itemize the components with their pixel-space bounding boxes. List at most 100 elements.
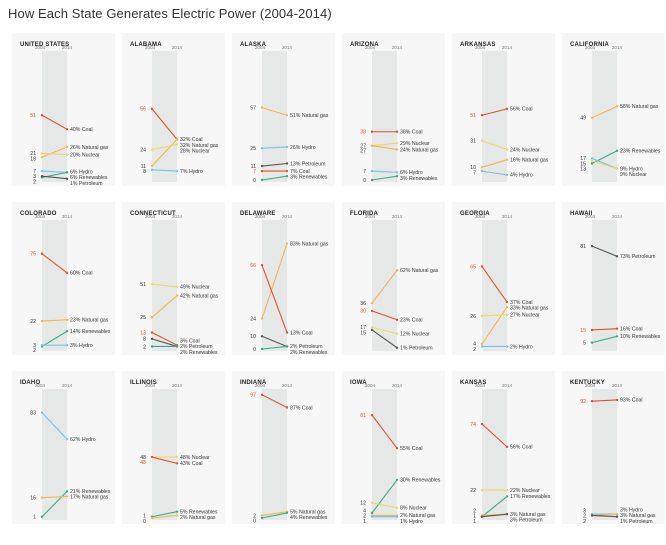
data-label-2004: 7 bbox=[253, 169, 256, 175]
data-point bbox=[285, 114, 289, 117]
data-point bbox=[370, 326, 374, 329]
data-point bbox=[150, 283, 154, 286]
data-point bbox=[65, 177, 69, 180]
series-line-renewables bbox=[261, 512, 288, 519]
data-point bbox=[590, 514, 594, 517]
data-label-2014: 17% Natural gas bbox=[70, 495, 109, 501]
data-point bbox=[615, 167, 619, 170]
period-band bbox=[482, 389, 507, 520]
data-point bbox=[480, 114, 484, 117]
series-line-coal bbox=[151, 331, 178, 346]
series-line-coal bbox=[481, 108, 508, 116]
data-label-2014: 60% Coal bbox=[70, 271, 93, 277]
data-point bbox=[370, 302, 374, 305]
x-tick-label: 2014 bbox=[612, 214, 623, 219]
data-point bbox=[40, 496, 44, 499]
series-line-nuclear bbox=[481, 314, 508, 317]
data-label-2014: 14% Renewables bbox=[70, 329, 111, 335]
period-band bbox=[592, 220, 617, 351]
data-label-2004: 56 bbox=[140, 107, 146, 113]
data-label-2014: 1% Petroleum bbox=[400, 346, 433, 352]
data-point bbox=[590, 244, 594, 248]
data-label-2014: 3% Petroleum bbox=[510, 518, 543, 524]
data-point bbox=[370, 309, 374, 313]
data-point bbox=[40, 411, 44, 414]
data-point bbox=[65, 330, 69, 333]
data-label-2014: 9% Nuclear bbox=[620, 172, 647, 178]
data-label-2014: 5% Renewables bbox=[180, 509, 218, 515]
data-label-2014: 3% Renewables bbox=[400, 176, 438, 182]
data-label-2014: 4% Hydro bbox=[510, 173, 533, 179]
x-tick-label: 2014 bbox=[282, 383, 293, 388]
data-label-2004: 48 bbox=[140, 455, 146, 461]
series-line-natural-gas bbox=[371, 269, 398, 304]
state-name: ALABAMA bbox=[130, 42, 162, 48]
data-label-2014: 83% Natural gas bbox=[290, 241, 329, 247]
x-tick-label: 2014 bbox=[172, 214, 183, 219]
data-point bbox=[150, 164, 154, 168]
period-band bbox=[592, 389, 617, 520]
data-point bbox=[590, 116, 594, 119]
x-tick-label: 2014 bbox=[62, 214, 73, 219]
x-tick-label: 2004 bbox=[35, 214, 46, 219]
data-label-2004: 3 bbox=[33, 174, 36, 180]
data-label-2004: 92 bbox=[580, 399, 586, 405]
series-line-hydro bbox=[41, 412, 68, 440]
data-label-2014: 30% Renewables bbox=[400, 478, 441, 484]
data-point bbox=[480, 314, 484, 318]
series-line-hydro bbox=[261, 146, 288, 149]
data-label-2004: 16 bbox=[30, 495, 36, 501]
state-name: ALASKA bbox=[240, 42, 267, 48]
series-line-renewables bbox=[591, 150, 618, 164]
data-label-2004: 2 bbox=[33, 179, 36, 185]
data-label-2004: 0 bbox=[253, 178, 256, 184]
data-point bbox=[395, 506, 399, 510]
data-label-2004: 11 bbox=[251, 164, 256, 170]
series-line-petroleum bbox=[371, 329, 398, 349]
data-label-2004: 22 bbox=[470, 488, 476, 494]
data-label-2004: 1 bbox=[33, 515, 36, 521]
x-tick-label: 2014 bbox=[612, 383, 623, 388]
data-point bbox=[615, 398, 619, 402]
data-point bbox=[260, 169, 264, 173]
series-line-hydro bbox=[41, 170, 68, 173]
data-point bbox=[150, 337, 154, 341]
data-point bbox=[615, 512, 619, 516]
data-point bbox=[175, 462, 179, 465]
series-line-renewables bbox=[481, 495, 508, 518]
x-tick-label: 2004 bbox=[365, 45, 376, 50]
data-point bbox=[150, 345, 154, 348]
data-point bbox=[505, 305, 509, 309]
data-point bbox=[150, 107, 154, 111]
page-title: How Each State Generates Electric Power … bbox=[8, 6, 332, 21]
data-label-2014: 7% Coal bbox=[290, 169, 310, 175]
data-label-2004: 30 bbox=[360, 309, 366, 315]
data-point bbox=[480, 265, 484, 268]
data-point bbox=[40, 343, 44, 347]
data-point bbox=[260, 147, 264, 150]
data-label-2004: 81 bbox=[360, 413, 366, 419]
data-point bbox=[260, 335, 264, 338]
series-line-coal bbox=[151, 456, 178, 464]
x-tick-label: 2014 bbox=[502, 383, 513, 388]
state-name: ARIZONA bbox=[350, 42, 379, 48]
data-label-2004: 38 bbox=[360, 130, 366, 136]
series-line-coal bbox=[261, 394, 288, 409]
data-label-2014: 12% Nuclear bbox=[400, 332, 430, 338]
data-point bbox=[40, 174, 44, 178]
data-point bbox=[505, 495, 509, 498]
series-line-natural-gas bbox=[261, 511, 288, 517]
data-point bbox=[40, 515, 44, 518]
data-point bbox=[150, 455, 154, 459]
x-tick-label: 2014 bbox=[62, 383, 73, 388]
data-point bbox=[480, 342, 484, 346]
x-tick-label: 2014 bbox=[502, 45, 513, 50]
data-point bbox=[480, 422, 484, 426]
x-tick-label: 2004 bbox=[255, 383, 266, 388]
data-label-2014: 1% Hydro bbox=[400, 519, 423, 525]
data-point bbox=[395, 318, 399, 321]
state-chart-georgia: GEORGIA 2004 2014 65 26 4 2 37% Coal 33% Natural… bbox=[452, 202, 555, 355]
data-point bbox=[615, 515, 619, 518]
